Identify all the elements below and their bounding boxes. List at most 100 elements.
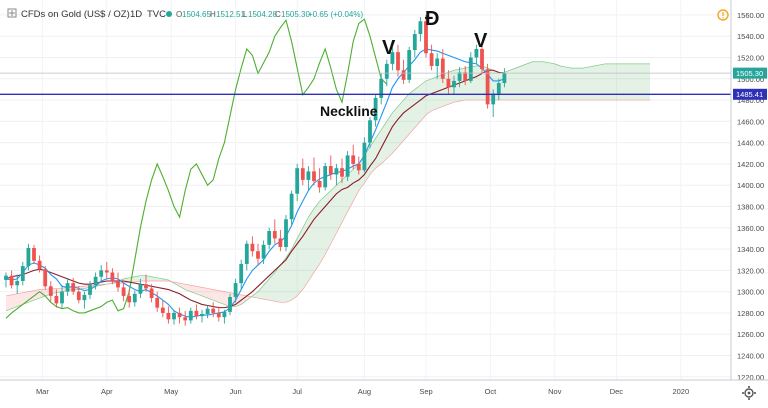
candle[interactable] (155, 291, 160, 312)
candle[interactable] (110, 268, 115, 285)
candle[interactable] (121, 281, 126, 302)
candle[interactable] (216, 306, 221, 322)
candle[interactable] (144, 274, 148, 292)
candle[interactable] (412, 29, 417, 58)
candle[interactable] (54, 289, 59, 308)
y-tick-label: 1420.00 (737, 160, 764, 169)
candle[interactable] (300, 158, 305, 186)
candle[interactable] (463, 65, 468, 86)
candle[interactable] (256, 243, 260, 266)
candle[interactable] (244, 240, 249, 271)
candle[interactable] (418, 17, 423, 42)
candle[interactable] (188, 307, 193, 324)
candle[interactable] (177, 307, 182, 324)
candle[interactable] (149, 284, 154, 303)
candle[interactable] (65, 278, 70, 296)
candle[interactable] (496, 78, 501, 101)
candle[interactable] (328, 155, 333, 180)
candle[interactable] (295, 163, 300, 202)
candle[interactable] (480, 42, 484, 74)
candle[interactable] (76, 286, 81, 304)
candle[interactable] (43, 266, 48, 290)
candle[interactable] (474, 44, 479, 64)
right-shoulder-label: V (474, 30, 488, 52)
candle[interactable] (267, 227, 272, 250)
x-tick-label: Sep (419, 387, 432, 396)
candle[interactable] (20, 261, 25, 286)
candle[interactable] (424, 14, 428, 58)
candle[interactable] (502, 68, 507, 88)
candle[interactable] (4, 272, 8, 288)
x-tick-label: May (164, 387, 178, 396)
candle[interactable] (99, 265, 104, 282)
candle[interactable] (356, 156, 361, 175)
candle[interactable] (446, 70, 451, 94)
price-axis[interactable]: 1560.00 1540.00 1520.00 1500.00 1480.00 1460.… (737, 11, 764, 382)
candle[interactable] (390, 46, 395, 71)
candle[interactable] (194, 304, 199, 320)
candle[interactable] (233, 278, 238, 303)
candle[interactable] (48, 281, 53, 302)
candle[interactable] (323, 162, 328, 191)
candle[interactable] (306, 166, 311, 191)
candle[interactable] (15, 274, 20, 294)
time-axis[interactable]: Mar Apr May Jun Jul Aug Sep Oct Nov Dec 2020 (36, 387, 689, 396)
candle[interactable] (172, 309, 176, 325)
candle[interactable] (362, 137, 367, 173)
candle[interactable] (485, 63, 490, 109)
candle[interactable] (373, 94, 378, 127)
candle[interactable] (407, 46, 412, 84)
candle[interactable] (88, 281, 92, 300)
candle[interactable] (222, 309, 227, 324)
candle[interactable] (138, 278, 143, 299)
candle[interactable] (289, 190, 294, 225)
alert-badge-icon[interactable] (717, 9, 729, 21)
candle[interactable] (334, 163, 339, 186)
candle[interactable] (452, 75, 456, 95)
candle[interactable] (368, 117, 372, 148)
candle[interactable] (82, 291, 87, 309)
candle[interactable] (239, 259, 244, 290)
y-tick-label: 1360.00 (737, 224, 764, 233)
candle[interactable] (429, 44, 434, 71)
candle[interactable] (312, 157, 316, 186)
candle[interactable] (457, 67, 462, 88)
candle[interactable] (317, 168, 322, 193)
candle[interactable] (37, 255, 42, 273)
candle[interactable] (396, 44, 400, 77)
candle[interactable] (351, 144, 356, 170)
candle[interactable] (132, 290, 137, 307)
candle[interactable] (9, 270, 14, 289)
candle[interactable] (183, 310, 188, 326)
candle[interactable] (200, 309, 204, 323)
candle[interactable] (272, 219, 277, 244)
market-status-dot (166, 11, 172, 17)
gear-icon[interactable] (742, 386, 756, 400)
candle[interactable] (32, 244, 36, 264)
candle[interactable] (26, 243, 31, 271)
candle[interactable] (104, 261, 109, 279)
candle[interactable] (435, 53, 440, 79)
candle[interactable] (284, 215, 288, 252)
candle[interactable] (261, 240, 266, 264)
candle[interactable] (278, 229, 283, 252)
candle[interactable] (71, 277, 76, 295)
expand-icon[interactable] (7, 8, 17, 18)
candle[interactable] (60, 285, 64, 309)
candle[interactable] (440, 48, 445, 84)
candle[interactable] (160, 300, 165, 318)
candle[interactable] (93, 272, 98, 290)
candle[interactable] (340, 158, 344, 184)
neckline-label: Neckline (320, 103, 378, 119)
candle[interactable] (127, 289, 132, 308)
candle[interactable] (345, 151, 350, 181)
candle[interactable] (116, 272, 120, 292)
candle[interactable] (379, 73, 384, 105)
candle[interactable] (250, 236, 255, 257)
candle[interactable] (401, 59, 406, 85)
candle[interactable] (468, 52, 473, 84)
candle[interactable] (211, 302, 216, 318)
candle[interactable] (166, 306, 171, 324)
candle[interactable] (228, 293, 232, 316)
candle[interactable] (205, 305, 210, 319)
